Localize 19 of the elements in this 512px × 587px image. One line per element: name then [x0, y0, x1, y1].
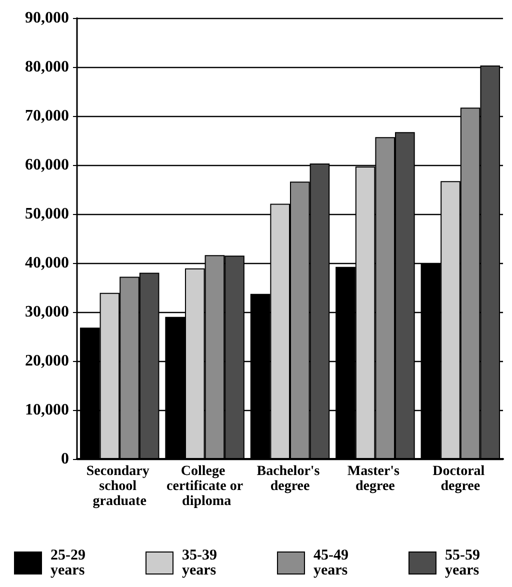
y-tick-label: 50,000: [25, 206, 69, 222]
x-tick-label: College certificate or diploma: [166, 464, 244, 509]
legend-label: 55-59 years: [444, 548, 480, 578]
y-tick-label: 90,000: [25, 10, 69, 26]
legend-label: 35-39 years: [182, 548, 217, 578]
x-tick-label: Secondary school graduate: [86, 464, 153, 509]
legend-label: 45-49 years: [313, 548, 348, 578]
y-tick-label: 40,000: [25, 254, 69, 272]
x-tick-label: Bachelor's degree: [256, 464, 324, 494]
y-tick-label: 30,000: [25, 304, 69, 320]
y-tick-label: 80,000: [25, 58, 69, 76]
y-tick-label: 70,000: [25, 108, 69, 124]
y-tick-label: 60,000: [25, 156, 69, 174]
legend-label: 25-29 years: [50, 548, 86, 578]
y-tick-label: 0: [61, 450, 69, 468]
x-tick-label: Master's degree: [347, 464, 403, 494]
y-tick-label: 20,000: [25, 352, 69, 370]
x-tick-label: Doctoral degree: [432, 464, 488, 494]
y-tick-label: 10,000: [25, 402, 69, 418]
